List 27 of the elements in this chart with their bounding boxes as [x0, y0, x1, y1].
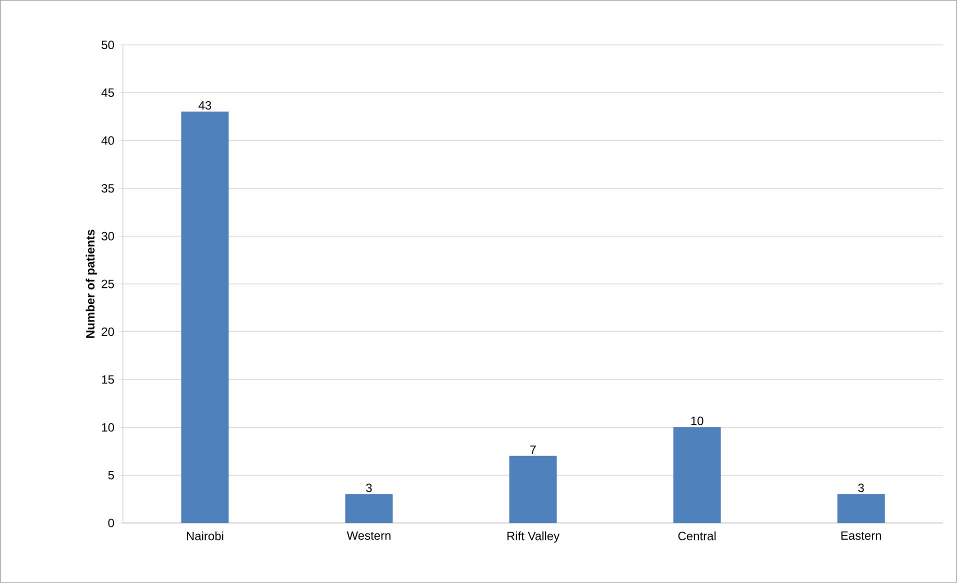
y-tick-label: 40 [101, 136, 114, 145]
x-tick-label: Nairobi [186, 531, 224, 540]
y-tick-label: 20 [102, 328, 114, 336]
x-tick-label: Rift Valley [507, 531, 560, 543]
bar [673, 427, 721, 524]
y-tick-label: 0 [108, 518, 114, 528]
x-tick-label: Central [678, 531, 716, 540]
data-label: 43 [198, 101, 212, 110]
bar [181, 112, 229, 524]
y-tick-label: 30 [102, 232, 114, 240]
y-tick-label: 45 [101, 88, 114, 97]
bar [837, 494, 885, 524]
bar [345, 494, 393, 524]
data-label: 7 [530, 446, 536, 454]
data-label: 3 [366, 484, 372, 492]
bar [509, 456, 557, 524]
y-tick-label: 35 [102, 184, 114, 193]
y-tick-label: 25 [102, 280, 114, 288]
data-label: 3 [858, 484, 864, 492]
x-tick-label: Eastern [841, 532, 881, 540]
y-tick-label: 5 [108, 471, 114, 480]
data-label: 10 [691, 416, 704, 426]
y-axis-title: Number of patients [86, 230, 97, 338]
y-tick-label: 10 [102, 423, 114, 432]
y-tick-label: 50 [102, 40, 114, 50]
y-tick-label: 15 [102, 375, 114, 384]
x-tick-label: Western [346, 532, 390, 540]
